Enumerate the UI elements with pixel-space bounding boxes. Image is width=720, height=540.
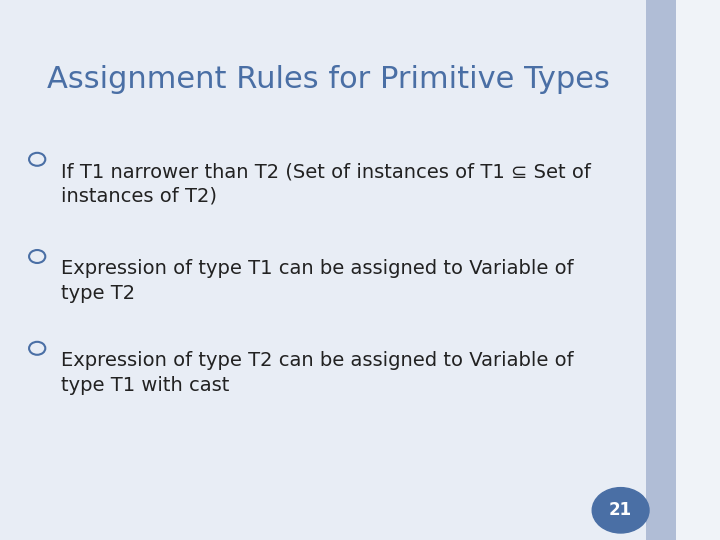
FancyBboxPatch shape — [0, 0, 646, 540]
Text: If T1 narrower than T2 (Set of instances of T1 ⊆ Set of
instances of T2): If T1 narrower than T2 (Set of instances… — [61, 162, 590, 206]
FancyBboxPatch shape — [646, 0, 676, 540]
Text: Expression of type T1 can be assigned to Variable of
type T2: Expression of type T1 can be assigned to… — [61, 259, 573, 303]
Circle shape — [593, 488, 649, 533]
Text: 21: 21 — [609, 501, 632, 519]
Text: Expression of type T2 can be assigned to Variable of
type T1 with cast: Expression of type T2 can be assigned to… — [61, 351, 573, 395]
Text: Assignment Rules for Primitive Types: Assignment Rules for Primitive Types — [48, 65, 610, 94]
